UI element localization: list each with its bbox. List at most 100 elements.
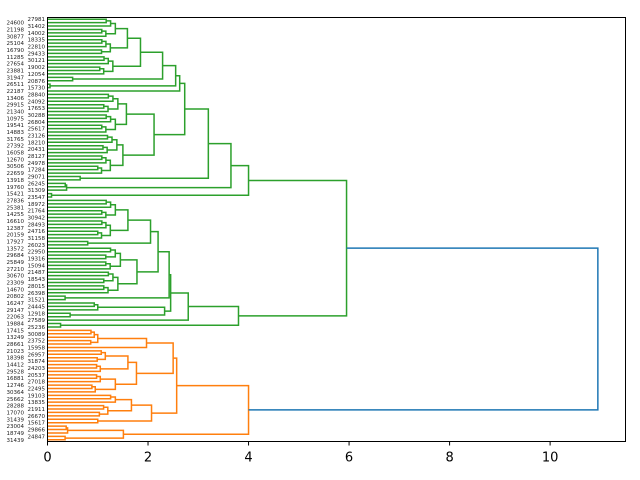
dendrogram-link — [70, 306, 166, 316]
leaf-label: 20802 — [7, 294, 25, 300]
dendrogram-link — [123, 384, 250, 435]
dendrogram-link — [47, 230, 99, 236]
leaf-label: 18335 — [28, 38, 46, 44]
leaf-label: 16058 — [7, 151, 25, 157]
dendrogram-link — [47, 247, 112, 253]
leaf-label: 31309 — [28, 188, 46, 194]
dendrogram-link — [47, 396, 117, 403]
leaf-label: 12387 — [7, 226, 25, 232]
leaf-label: 25381 — [7, 205, 25, 211]
dendrogram-link — [47, 165, 99, 171]
leaf-label: 27836 — [7, 198, 25, 204]
dendrogram-link — [47, 384, 93, 390]
leaf-label: 15958 — [28, 345, 46, 351]
leaf-label: 25104 — [7, 41, 25, 47]
dendrogram-link — [105, 22, 117, 35]
leaf-label: 28127 — [28, 154, 46, 160]
dendrogram-link — [238, 179, 348, 317]
dendrogram-link — [122, 113, 155, 156]
leaf-label: 30942 — [28, 216, 46, 222]
dendrogram-link — [47, 221, 107, 229]
leaf-label: 20537 — [28, 373, 46, 379]
dendrogram-link — [47, 240, 89, 246]
dendrogram-link — [105, 203, 117, 216]
dendrogram-link — [47, 144, 104, 150]
x-tick-label: 6 — [345, 451, 353, 466]
leaf-label: 16790 — [7, 48, 25, 54]
leaf-label: 29147 — [7, 308, 25, 314]
dendrogram-link — [47, 83, 51, 89]
leaf-label: 24847 — [28, 434, 46, 440]
leaf-label: 26804 — [28, 120, 46, 126]
leaf-label: 31521 — [28, 298, 46, 304]
dendrogram-link — [108, 97, 119, 110]
leaf-label: 21764 — [28, 209, 46, 215]
leaf-label: 24092 — [28, 99, 46, 105]
leaf-label: 29684 — [7, 253, 25, 259]
dendrogram-link — [101, 159, 112, 172]
dendrogram-link — [47, 394, 112, 400]
dendrogram-link — [47, 75, 181, 92]
leaf-label: 31947 — [7, 75, 25, 81]
dendrogram-link — [110, 27, 129, 49]
dendrogram-link — [101, 224, 112, 237]
leaf-label: 13249 — [7, 335, 25, 341]
leaf-label: 13572 — [7, 246, 25, 252]
dendrogram-link — [47, 20, 112, 27]
dendrogram-link — [47, 295, 66, 301]
dendrogram-link — [47, 350, 103, 356]
dendrogram-link — [47, 220, 103, 226]
leaf-label: 16610 — [7, 219, 25, 225]
dendrogram-link — [47, 18, 107, 24]
dendrogram-link — [47, 339, 92, 345]
dendrogram-link — [47, 49, 103, 55]
dendrogram-link — [47, 211, 107, 219]
leaf-label: 10975 — [7, 116, 25, 122]
dendrogram-link — [72, 51, 164, 80]
dendrogram-link — [117, 259, 138, 285]
dendrogram-link — [47, 365, 102, 373]
dendrogram-link — [65, 429, 125, 439]
leaf-label: 26398 — [28, 291, 46, 297]
leaf-label: 20431 — [28, 147, 46, 153]
leaf-label: 25236 — [28, 325, 46, 331]
dendrogram-link — [47, 331, 95, 338]
dendrogram-link — [66, 142, 232, 189]
dendrogram-link — [47, 146, 108, 154]
x-tick-label: 4 — [244, 451, 252, 466]
leaf-label: 13918 — [7, 178, 25, 184]
dendrogram-link — [47, 167, 103, 174]
dendrogram-link — [47, 418, 99, 424]
dendrogram-link — [47, 209, 103, 215]
dendrogram-link — [47, 182, 67, 188]
dendrogram-link — [47, 124, 103, 130]
dendrogram-link — [47, 155, 103, 161]
leaf-label: 18543 — [28, 277, 46, 283]
leaf-label: 30089 — [28, 332, 46, 338]
leaf-label: 23881 — [7, 69, 25, 75]
leaf-label: 19884 — [7, 322, 25, 328]
leaf-label: 12670 — [7, 157, 25, 163]
dendrogram-link — [47, 114, 107, 120]
leaf-label: 31439 — [7, 417, 25, 423]
leaf-label: 20159 — [7, 233, 25, 239]
leaf-label: 30877 — [7, 34, 25, 40]
leaf-label: 15094 — [28, 263, 46, 269]
leaf-label: 18749 — [7, 431, 25, 437]
dendrogram-link — [47, 28, 103, 34]
leaf-label: 29528 — [7, 369, 25, 375]
leaf-label: 18210 — [28, 140, 46, 146]
dendrogram-link — [50, 64, 177, 87]
dendrogram-link — [107, 398, 133, 412]
leaf-label: 26670 — [28, 414, 46, 420]
leaf-label: 22810 — [28, 45, 46, 51]
dendrogram-link — [47, 356, 98, 362]
plot-frame — [47, 17, 626, 442]
leaf-label: 16881 — [7, 376, 25, 382]
leaf-label: 26511 — [7, 82, 25, 88]
leaf-label: 22950 — [28, 250, 46, 256]
leaf-label: 12746 — [7, 383, 25, 389]
leaf-label: 28840 — [28, 92, 46, 98]
dendrogram-link — [47, 66, 101, 72]
